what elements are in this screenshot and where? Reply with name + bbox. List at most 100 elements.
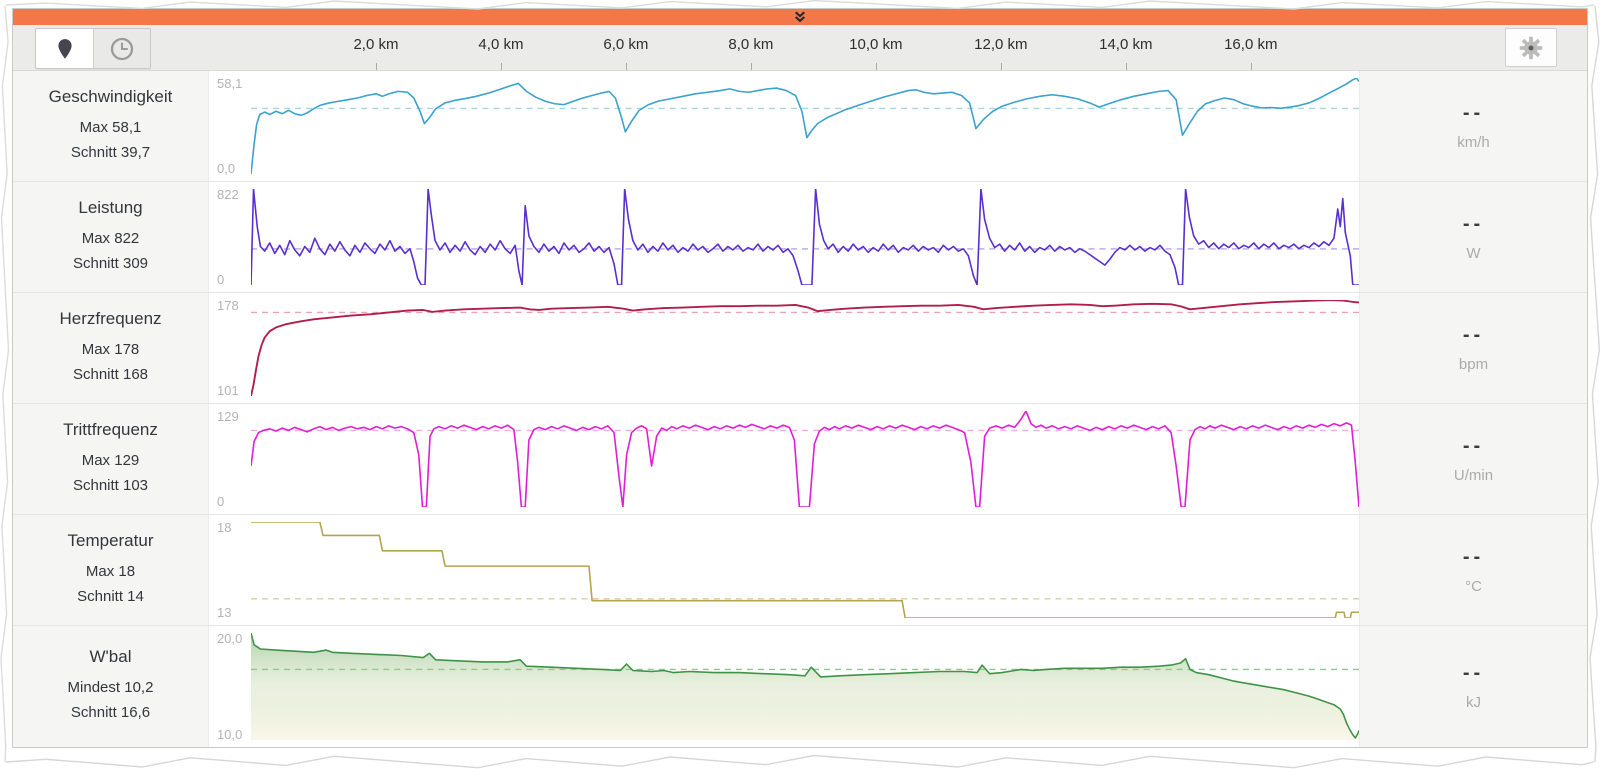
- chart-area[interactable]: 129 0: [209, 404, 1359, 514]
- metric-row: Temperatur Max 18 Schnitt 14 18 13 -- °C: [13, 515, 1587, 626]
- metric-row: Leistung Max 822 Schnitt 309 822 0 -- W: [13, 182, 1587, 293]
- x-axis-tick: [1125, 63, 1127, 70]
- x-axis-label: 12,0 km: [974, 36, 1028, 53]
- x-axis-tick: [1000, 63, 1002, 70]
- x-axis: 2,0 km 4,0 km 6,0 km 8,0 km 10,0 km 12,0 km 14…: [13, 25, 1587, 70]
- y-axis-min-label: 0,0: [217, 161, 236, 176]
- settings-button[interactable]: [1505, 28, 1557, 67]
- y-axis-min-label: 101: [217, 383, 239, 398]
- metric-stat-1: Max 58,1: [79, 118, 142, 136]
- metric-value-panel: -- °C: [1359, 515, 1587, 625]
- metric-value-panel: -- bpm: [1359, 293, 1587, 403]
- metric-title: Temperatur: [67, 530, 154, 550]
- current-value: --: [1462, 545, 1485, 568]
- chart-plot[interactable]: [251, 78, 1359, 174]
- chart-area[interactable]: 822 0: [209, 182, 1359, 292]
- x-axis-tick: [875, 63, 877, 70]
- series-line: [251, 633, 1359, 739]
- metric-label-panel: Geschwindigkeit Max 58,1 Schnitt 39,7: [13, 71, 209, 181]
- chart-plot[interactable]: [251, 189, 1359, 285]
- current-value: --: [1462, 662, 1485, 684]
- x-axis-label: 14,0 km: [1099, 36, 1153, 53]
- current-value: --: [1462, 212, 1485, 235]
- series-line: [251, 189, 1359, 285]
- metric-label-panel: Leistung Max 822 Schnitt 309: [13, 182, 209, 292]
- metric-stat-1: Max 18: [85, 562, 136, 580]
- metric-value-panel: -- kJ: [1359, 626, 1587, 747]
- y-axis-max-label: 129: [217, 409, 239, 424]
- chart-rows: Geschwindigkeit Max 58,1 Schnitt 39,7 58…: [13, 71, 1587, 747]
- metric-value-panel: -- U/min: [1359, 404, 1587, 514]
- chart-plot[interactable]: [251, 633, 1359, 740]
- metric-label-panel: Herzfrequenz Max 178 Schnitt 168: [13, 293, 209, 403]
- metric-stat-2: Schnitt 39,7: [70, 143, 151, 161]
- y-axis-min-label: 0: [217, 494, 225, 509]
- x-axis-tick: [1250, 63, 1252, 70]
- metric-stat-2: Schnitt 309: [72, 254, 149, 272]
- series-area: [251, 633, 1359, 740]
- y-axis-min-label: 13: [217, 605, 232, 620]
- y-axis-max-label: 20,0: [217, 631, 243, 646]
- metric-unit: U/min: [1453, 466, 1494, 484]
- y-axis-min-label: 0: [217, 272, 225, 287]
- x-axis-label: 16,0 km: [1224, 36, 1278, 53]
- location-pin-icon: [57, 38, 72, 59]
- metric-stat-1: Max 822: [81, 229, 140, 247]
- metric-row: Geschwindigkeit Max 58,1 Schnitt 39,7 58…: [13, 71, 1587, 182]
- x-axis-label: 4,0 km: [478, 36, 524, 53]
- metric-stat-1: Max 178: [81, 340, 140, 358]
- gear-icon: [1519, 36, 1543, 59]
- metric-stat-1: Mindest 10,2: [67, 679, 154, 697]
- distance-mode-button[interactable]: [36, 29, 93, 68]
- series-line: [251, 300, 1359, 396]
- x-axis-label: 6,0 km: [603, 36, 649, 53]
- chart-plot[interactable]: [251, 522, 1359, 618]
- metric-value-panel: -- W: [1359, 182, 1587, 292]
- x-axis-tick: [625, 63, 627, 70]
- x-axis-tick: [375, 63, 377, 70]
- metric-row: Herzfrequenz Max 178 Schnitt 168 178 101…: [13, 293, 1587, 404]
- metric-row: Trittfrequenz Max 129 Schnitt 103 129 0 …: [13, 404, 1587, 515]
- metric-unit: °C: [1465, 577, 1482, 595]
- clock-icon: [110, 37, 134, 60]
- metric-title: Geschwindigkeit: [48, 86, 173, 106]
- metric-label-panel: Trittfrequenz Max 129 Schnitt 103: [13, 404, 209, 514]
- metric-stat-1: Max 129: [81, 451, 140, 469]
- metric-title: Herzfrequenz: [59, 308, 162, 328]
- metric-title: Trittfrequenz: [63, 419, 158, 439]
- metric-unit: km/h: [1457, 133, 1490, 151]
- metric-stat-2: Schnitt 103: [72, 476, 149, 494]
- series-line: [251, 522, 1359, 618]
- metric-value-panel: -- km/h: [1359, 71, 1587, 181]
- y-axis-max-label: 178: [217, 298, 239, 313]
- time-mode-button[interactable]: [93, 29, 150, 68]
- series-line: [251, 411, 1359, 507]
- x-axis-tick: [750, 63, 752, 70]
- chart-area[interactable]: 20,0 10,0: [209, 626, 1359, 747]
- metric-unit: kJ: [1466, 694, 1481, 711]
- metric-stat-2: Schnitt 14: [77, 587, 144, 605]
- metric-title: W'bal: [89, 647, 132, 667]
- double-chevron-down-icon: [795, 11, 805, 23]
- toolbar: 2,0 km 4,0 km 6,0 km 8,0 km 10,0 km 12,0 km 14…: [13, 25, 1587, 71]
- x-axis-label: 10,0 km: [849, 36, 903, 53]
- chart-plot[interactable]: [251, 300, 1359, 396]
- current-value: --: [1462, 323, 1485, 346]
- y-axis-max-label: 58,1: [217, 76, 243, 91]
- y-axis-min-label: 10,0: [217, 727, 243, 742]
- x-axis-label: 2,0 km: [353, 36, 399, 53]
- current-value: --: [1462, 434, 1485, 457]
- x-axis-tick: [500, 63, 502, 70]
- activity-charts-panel: 2,0 km 4,0 km 6,0 km 8,0 km 10,0 km 12,0 km 14…: [12, 8, 1588, 748]
- collapse-bar[interactable]: [13, 9, 1587, 25]
- metric-label-panel: Temperatur Max 18 Schnitt 14: [13, 515, 209, 625]
- chart-area[interactable]: 58,1 0,0: [209, 71, 1359, 181]
- x-axis-label: 8,0 km: [728, 36, 774, 53]
- y-axis-max-label: 18: [217, 520, 232, 535]
- metric-row: W'bal Mindest 10,2 Schnitt 16,6 20,0 10,…: [13, 626, 1587, 747]
- chart-area[interactable]: 18 13: [209, 515, 1359, 625]
- chart-plot[interactable]: [251, 411, 1359, 507]
- chart-area[interactable]: 178 101: [209, 293, 1359, 403]
- series-line: [251, 78, 1359, 174]
